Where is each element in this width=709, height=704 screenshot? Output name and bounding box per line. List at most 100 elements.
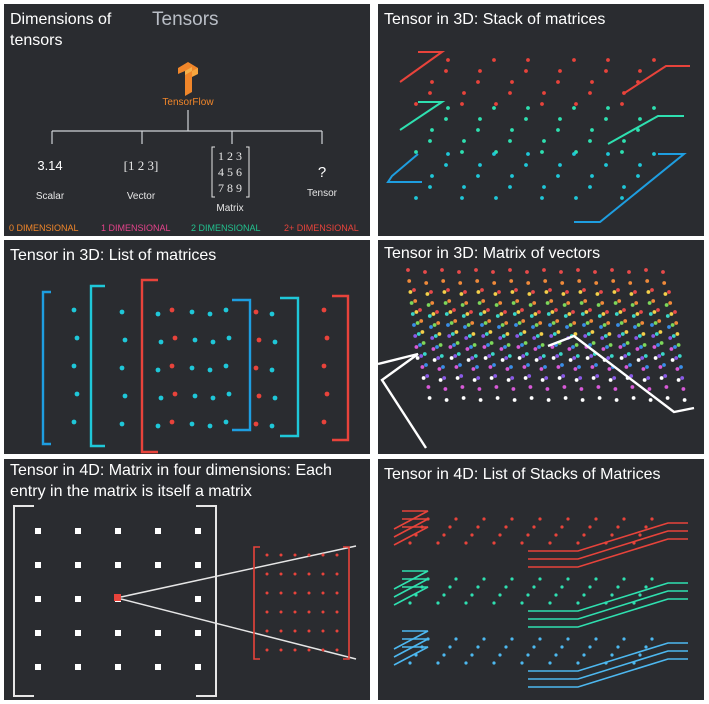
matrix-entry xyxy=(115,562,121,568)
vector-component xyxy=(472,343,477,347)
matrix-point xyxy=(454,637,458,641)
matrix-point xyxy=(566,637,570,641)
vector-component xyxy=(561,292,566,296)
vector-component xyxy=(668,336,673,340)
vector-component xyxy=(636,323,641,327)
matrix-entry xyxy=(35,664,41,670)
matrix-point xyxy=(638,69,642,73)
vector-component xyxy=(642,378,647,382)
matrix-point xyxy=(604,69,608,73)
vector-component xyxy=(613,301,618,305)
vector-component xyxy=(668,301,673,305)
vector-component xyxy=(583,299,588,303)
matrix-point xyxy=(520,541,524,545)
inner-matrix-point xyxy=(307,591,311,595)
matrix-point xyxy=(253,421,259,427)
matrix-point xyxy=(207,423,213,429)
panel-title: Tensor in 3D: Matrix of vectors xyxy=(384,244,601,264)
stack-layer-edge xyxy=(528,598,688,628)
vector-component xyxy=(544,290,549,294)
matrix-point xyxy=(510,174,514,178)
vector-component xyxy=(430,301,435,305)
inner-matrix-point xyxy=(293,610,297,614)
inner-matrix-point xyxy=(293,591,297,595)
vector-component xyxy=(573,367,578,371)
matrix-point xyxy=(478,117,482,121)
panel-title: Tensor in 4D: List of Stacks of Matrices xyxy=(384,465,661,485)
vector-component xyxy=(495,396,500,400)
vector-component xyxy=(438,343,443,347)
matrix-point xyxy=(122,337,128,343)
matrix-point xyxy=(426,517,430,521)
vector-component xyxy=(597,396,602,400)
vector-component xyxy=(442,376,447,380)
matrix-point xyxy=(582,593,586,597)
matrix-point xyxy=(272,339,278,345)
matrix-point xyxy=(582,533,586,537)
matrix-point xyxy=(253,365,259,371)
vector-component xyxy=(636,358,641,362)
vector-component xyxy=(582,288,586,292)
vector-component xyxy=(633,290,637,294)
matrix-point xyxy=(590,174,594,178)
vector-component xyxy=(420,365,425,369)
stack-layer-edge xyxy=(528,590,688,620)
vector-component xyxy=(582,323,586,327)
matrix-point xyxy=(582,653,586,657)
matrix-point xyxy=(638,117,642,121)
vector-component xyxy=(555,319,560,323)
vector-component xyxy=(413,299,418,303)
matrix-point xyxy=(442,533,446,537)
vector-component xyxy=(575,354,580,358)
vector-component xyxy=(488,365,493,369)
matrix-point xyxy=(470,533,474,537)
matrix-point xyxy=(408,661,412,665)
vector-component xyxy=(512,398,517,402)
vector-component xyxy=(571,310,575,314)
matrix-point xyxy=(604,661,608,665)
vector-component xyxy=(660,352,665,356)
inner-matrix-point xyxy=(307,610,311,614)
vector-component xyxy=(590,330,595,334)
matrix-point xyxy=(207,311,213,317)
vector-component xyxy=(528,303,533,307)
matrix-point xyxy=(470,653,474,657)
vector-component xyxy=(525,270,529,274)
vector-component xyxy=(559,270,563,274)
inner-matrix-point xyxy=(307,572,311,576)
vector-component xyxy=(424,363,428,367)
vector-component xyxy=(473,354,478,358)
vector-component xyxy=(463,290,467,294)
vector-component xyxy=(469,310,473,314)
inner-matrix-point xyxy=(335,648,339,652)
vector-component xyxy=(449,356,454,360)
vector-component xyxy=(493,374,498,378)
matrix-point xyxy=(448,525,452,529)
matrix-entry xyxy=(195,596,201,602)
vector-component xyxy=(437,367,442,371)
vector-component xyxy=(654,332,659,336)
matrix-point xyxy=(622,577,626,581)
matrix-point xyxy=(476,174,480,178)
vector-component xyxy=(561,374,566,378)
vector-component xyxy=(619,356,624,360)
vector-component xyxy=(609,354,614,358)
vector-component xyxy=(676,343,681,347)
matrix-point xyxy=(256,337,262,343)
vector-component xyxy=(539,367,544,371)
vector-component xyxy=(511,387,516,391)
vector-component xyxy=(481,299,486,303)
vector-component xyxy=(447,299,452,303)
matrix-point xyxy=(606,58,610,62)
vector-component xyxy=(427,396,432,400)
vector-component xyxy=(486,343,490,347)
stack-layer-edge xyxy=(528,522,688,552)
inner-matrix-point xyxy=(321,610,325,614)
matrix-point xyxy=(504,645,508,649)
vector-component xyxy=(566,301,571,305)
matrix-point xyxy=(594,637,598,641)
matrix-point xyxy=(548,541,552,545)
vector-component xyxy=(641,332,646,336)
vector-component xyxy=(585,356,590,360)
vector-component xyxy=(663,292,668,296)
